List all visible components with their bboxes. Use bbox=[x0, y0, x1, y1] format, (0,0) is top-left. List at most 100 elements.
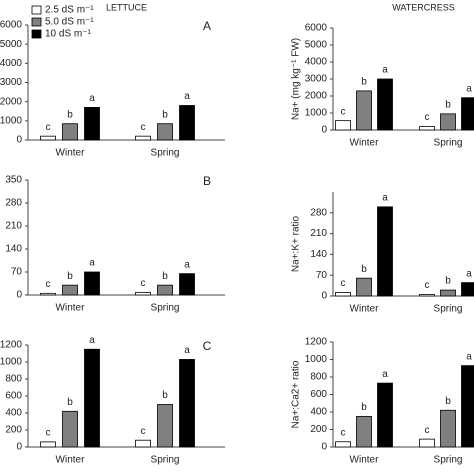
bar bbox=[179, 273, 195, 296]
y-tick-label: 1000 bbox=[305, 354, 328, 365]
y-tick-label: 350 bbox=[5, 175, 22, 186]
significance-letter: b bbox=[445, 396, 451, 407]
bar bbox=[179, 105, 195, 141]
bar bbox=[135, 291, 151, 296]
significance-letter: a bbox=[466, 351, 472, 362]
bar bbox=[135, 439, 151, 448]
bar bbox=[157, 284, 173, 296]
bar bbox=[40, 135, 56, 141]
x-tick-label: Winter bbox=[56, 148, 86, 159]
y-tick-label: 0 bbox=[16, 290, 22, 301]
x-tick-label: Spring bbox=[434, 304, 463, 315]
y-tick-label: 4000 bbox=[305, 57, 328, 68]
y-tick-label: 0 bbox=[321, 442, 327, 453]
bar bbox=[179, 359, 195, 448]
y-tick-label: 0 bbox=[16, 442, 22, 453]
y-tick-label: 600 bbox=[5, 391, 22, 402]
y-tick-label: 6000 bbox=[305, 23, 328, 34]
bar bbox=[461, 282, 474, 297]
y-tick-label: 70 bbox=[316, 270, 328, 281]
y-tick-label: 280 bbox=[5, 198, 22, 209]
y-tick-label: 200 bbox=[310, 424, 327, 435]
y-tick-label: 0 bbox=[16, 135, 22, 146]
bar bbox=[62, 123, 78, 141]
y-tick-label: 5000 bbox=[305, 40, 328, 51]
y-tick-label: 800 bbox=[5, 374, 22, 385]
significance-letter: a bbox=[184, 91, 190, 102]
chart-title: WATERCRESS bbox=[392, 2, 455, 12]
significance-letter: c bbox=[46, 122, 51, 133]
y-tick-label: 3000 bbox=[305, 74, 328, 85]
y-axis-label: Na+ (mg kg⁻¹ FW) bbox=[291, 38, 302, 120]
y-tick-label: 140 bbox=[5, 244, 22, 255]
bar bbox=[40, 292, 56, 296]
significance-letter: a bbox=[466, 83, 472, 94]
y-tick-label: 1000 bbox=[0, 115, 22, 126]
significance-letter: b bbox=[361, 264, 367, 275]
significance-letter: c bbox=[141, 122, 146, 133]
bar bbox=[62, 284, 78, 296]
significance-letter: a bbox=[382, 65, 388, 76]
bar bbox=[461, 97, 474, 131]
legend-swatch bbox=[31, 29, 42, 39]
panel-label: C bbox=[203, 339, 212, 353]
significance-letter: a bbox=[184, 259, 190, 270]
bar bbox=[40, 441, 56, 448]
y-tick-label: 200 bbox=[5, 425, 22, 436]
significance-letter: c bbox=[46, 428, 51, 439]
bar bbox=[419, 126, 435, 131]
bar bbox=[84, 348, 100, 448]
legend-label: 2.5 dS m⁻¹ bbox=[45, 5, 94, 16]
significance-letter: b bbox=[162, 271, 168, 282]
significance-letter: c bbox=[425, 425, 430, 436]
bar bbox=[419, 294, 435, 297]
significance-letter: b bbox=[67, 397, 73, 408]
chart-title: LETTUCE bbox=[106, 2, 147, 12]
legend-swatch bbox=[31, 5, 42, 15]
panel-label: A bbox=[203, 19, 211, 33]
significance-letter: a bbox=[466, 268, 472, 279]
x-tick-label: Winter bbox=[56, 303, 86, 314]
significance-letter: b bbox=[67, 109, 73, 120]
y-tick-label: 600 bbox=[310, 389, 327, 400]
legend-label: 5.0 dS m⁻¹ bbox=[45, 17, 94, 28]
bar bbox=[377, 78, 393, 131]
x-tick-label: Winter bbox=[56, 455, 86, 466]
bar bbox=[335, 292, 351, 297]
y-tick-label: 0 bbox=[321, 291, 327, 302]
significance-letter: c bbox=[341, 278, 346, 289]
significance-letter: b bbox=[162, 390, 168, 401]
y-tick-label: 800 bbox=[310, 372, 327, 383]
y-tick-label: 5000 bbox=[0, 39, 22, 50]
y-tick-label: 1200 bbox=[305, 337, 328, 348]
bar bbox=[461, 365, 474, 448]
significance-letter: c bbox=[425, 112, 430, 123]
y-tick-label: 1000 bbox=[305, 108, 328, 119]
y-tick-label: 0 bbox=[321, 125, 327, 136]
y-tick-label: 3000 bbox=[0, 77, 22, 88]
bar bbox=[440, 113, 456, 131]
bar bbox=[356, 90, 372, 131]
significance-letter: a bbox=[89, 335, 95, 346]
significance-letter: c bbox=[141, 278, 146, 289]
significance-letter: a bbox=[89, 93, 95, 104]
x-tick-label: Winter bbox=[350, 455, 380, 466]
legend-label: 10 dS m⁻¹ bbox=[45, 29, 92, 40]
x-tick-label: Winter bbox=[350, 304, 380, 315]
y-tick-label: 140 bbox=[310, 249, 327, 260]
significance-letter: c bbox=[341, 106, 346, 117]
bar bbox=[335, 120, 351, 131]
y-tick-label: 2000 bbox=[305, 91, 328, 102]
significance-letter: c bbox=[46, 279, 51, 290]
x-tick-label: Spring bbox=[434, 138, 463, 149]
significance-letter: b bbox=[361, 402, 367, 413]
y-tick-label: 400 bbox=[5, 408, 22, 419]
bar bbox=[440, 409, 456, 448]
y-axis-label: Na+:Ca2+ ratio bbox=[291, 360, 302, 428]
y-tick-label: 70 bbox=[11, 267, 23, 278]
bar bbox=[419, 438, 435, 448]
x-tick-label: Spring bbox=[151, 303, 180, 314]
bar bbox=[84, 107, 100, 141]
significance-letter: b bbox=[445, 99, 451, 110]
